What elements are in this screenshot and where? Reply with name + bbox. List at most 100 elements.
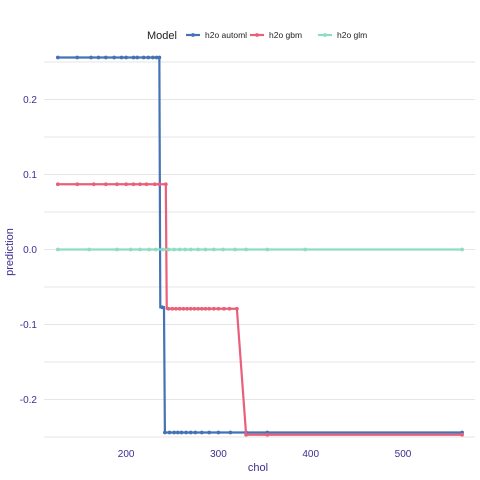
data-point [157,55,162,60]
series-line [57,56,463,434]
x-tick-label: 300 [210,449,227,460]
data-point [151,55,155,60]
data-point [265,432,270,437]
data-point [303,247,308,252]
data-point [188,247,193,252]
data-point [160,305,165,310]
data-point [184,430,189,435]
data-point [166,306,171,311]
plot-area [55,55,464,437]
data-point [163,430,167,435]
y-tick-label: -0.1 [20,320,38,331]
data-point [163,182,168,187]
series-h2o-automl [55,55,464,435]
y-tick-label: 0.0 [23,245,37,256]
data-point [174,306,178,311]
data-point [87,247,92,252]
data-point [152,182,157,187]
data-point [203,247,208,252]
data-point [207,306,212,311]
series-line [57,183,463,436]
data-point [89,55,93,60]
data-point [228,430,233,435]
data-point [222,306,226,311]
legend-key-point [255,33,259,37]
data-point [216,306,221,311]
data-point [141,55,146,60]
data-point [124,182,129,187]
legend-key-point [191,33,195,37]
data-point [193,430,198,435]
data-point [131,55,136,60]
x-tick-label: 400 [302,449,319,460]
data-point [196,247,201,252]
x-axis: 200 300 400 500 [118,449,412,460]
data-point [115,247,119,252]
data-point [103,182,108,187]
data-point [167,430,172,435]
data-point [221,247,225,252]
data-point [183,247,188,252]
data-point [75,182,80,187]
series-h2o-gbm [55,182,464,437]
legend: Model h2o automl h2o gbm h2o glm [147,30,367,42]
data-point [55,182,60,187]
data-point [166,247,171,252]
y-tick-label: 0.1 [23,170,37,181]
data-point [177,306,182,311]
data-point [55,55,60,60]
data-point [196,306,201,311]
legend-key-point [323,33,327,37]
data-point [170,306,175,311]
data-point [244,247,249,252]
data-point [103,55,108,60]
y-axis-title: prediction [4,228,16,276]
data-point [153,247,158,252]
data-point [244,432,249,437]
data-point [233,247,237,252]
data-point [172,247,177,252]
data-point [188,306,193,311]
data-point [124,55,129,60]
data-point [131,182,136,187]
data-point [135,55,140,60]
data-point [175,430,180,435]
y-tick-label: -0.2 [20,395,38,406]
data-point [234,306,239,311]
data-point [144,182,149,187]
legend-label: h2o automl [205,30,247,40]
x-tick-label: 200 [118,449,135,460]
data-point [460,432,464,437]
legend-title: Model [147,30,177,42]
data-point [216,430,221,435]
data-point [460,247,464,252]
data-point [112,55,117,60]
data-point [188,430,193,435]
data-point [154,55,159,60]
data-point [211,247,216,252]
data-point [115,182,119,187]
data-point [172,430,177,435]
legend-label: h2o gbm [269,30,302,40]
data-point [181,306,186,311]
data-point [177,247,182,252]
data-point [96,55,101,60]
x-tick-label: 500 [395,449,412,460]
data-point [179,430,184,435]
data-point [265,247,270,252]
data-point [203,306,208,311]
series-h2o-glm [55,247,464,252]
data-point [146,55,151,60]
data-point [128,247,133,252]
data-point [91,182,96,187]
data-point [138,182,142,187]
data-point [185,306,189,311]
data-point [211,306,216,311]
data-point [157,182,162,187]
data-point [161,247,165,252]
y-axis: -0.2 -0.1 0.0 0.1 0.2 [20,95,38,406]
y-tick-label: 0.2 [23,95,37,106]
legend-label: h2o glm [337,30,367,40]
data-point [207,430,212,435]
